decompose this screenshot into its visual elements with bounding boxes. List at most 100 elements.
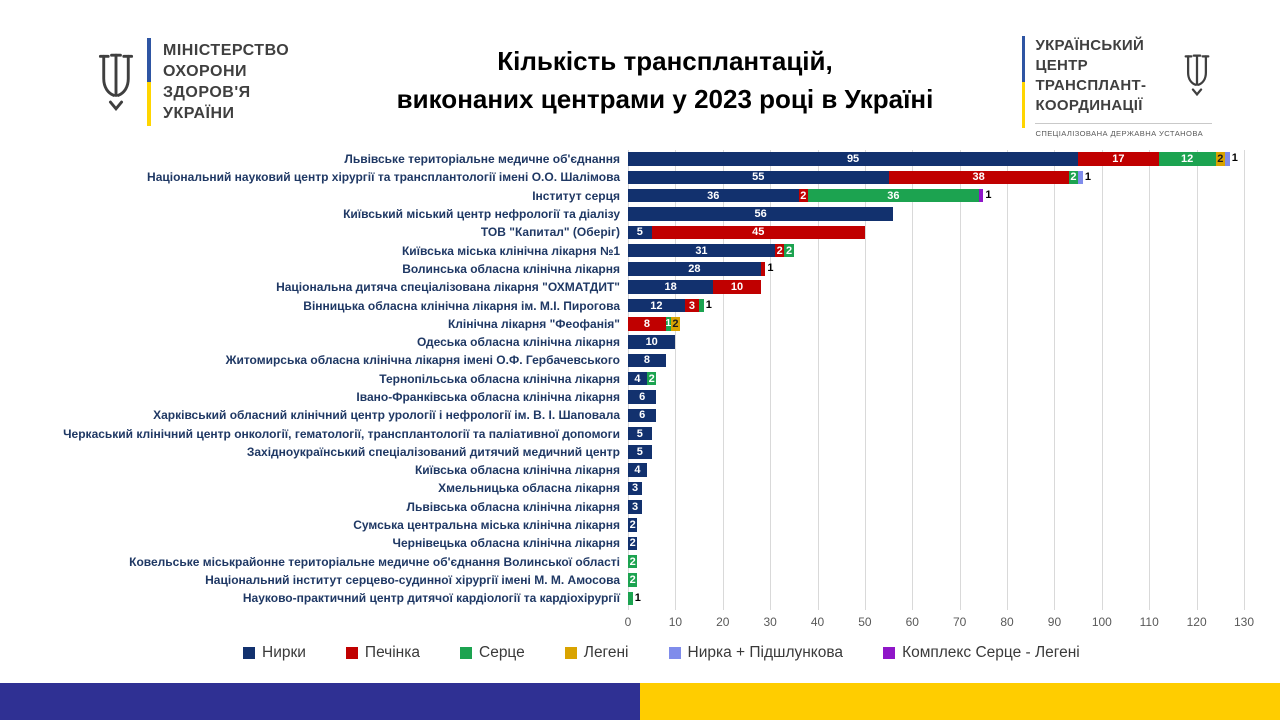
bar-segment-1: 10 <box>628 335 676 349</box>
bar-track: 6 <box>628 390 1244 404</box>
bar-row: Київський міський центр нефрології та ді… <box>0 205 1280 223</box>
bar-segment-1: 55 <box>628 170 889 185</box>
bar-track: 56 <box>628 207 1244 221</box>
bar-row: Львівське територіальне медичне об'єднан… <box>0 150 1280 168</box>
bar-row: Національний інститут серцево-судинної х… <box>0 571 1280 589</box>
category-label-text: Науково-практичний центр дитячої кардіол… <box>242 591 620 606</box>
bar-track: 18 10 <box>628 280 1244 294</box>
x-tick-label: 20 <box>716 615 730 629</box>
bar-segment-2: 17 <box>1078 152 1159 166</box>
category-label-text: Чернівецька обласна клінічна лікарня <box>392 536 620 551</box>
category-label: Західноукраїнський спеціалізований дитяч… <box>0 445 628 459</box>
category-label-text: Клінічна лікарня "Феофанія" <box>447 316 620 331</box>
bar-segment-1: 6 <box>628 408 657 423</box>
bar-segment-4: 2 <box>1215 152 1226 166</box>
flag-bar <box>147 38 151 126</box>
bar-track: 3 <box>628 481 1244 496</box>
category-label: Національний науковий центр хірургії та … <box>0 170 628 184</box>
bar-segment-1: 28 <box>628 262 761 276</box>
legend-swatch-icon <box>668 647 681 659</box>
legend-label: Комплекс Серце - Легені <box>902 644 1080 661</box>
legend-item-2: Печінка <box>345 644 420 662</box>
flag-bar <box>1022 36 1026 128</box>
category-label-text: Вінницька обласна клінічна лікарня ім. М… <box>303 298 620 313</box>
trident-icon <box>98 53 134 111</box>
bar-segment-2 <box>760 262 766 276</box>
bar-value-outside: 1 <box>985 188 992 201</box>
chart-legend: Нирки Печінка Серце Легені Нирка + Підшлунко… <box>243 644 1080 662</box>
bar-row: Чернівецька обласна клінічна лікарня 2 <box>0 534 1280 552</box>
gridline <box>1007 150 1009 610</box>
chart-title: Кількість трансплантацій, виконаних цент… <box>310 42 1020 118</box>
category-label-text: ТОВ "Капитал" (Оберіг) <box>480 225 620 240</box>
category-label-text: Хмельницька обласна лікарня <box>438 481 620 496</box>
category-label: Черкаський клінічний центр онкології, ге… <box>0 427 628 441</box>
bar-segment-1: 8 <box>628 353 666 368</box>
bar-segment-1: 56 <box>628 207 894 221</box>
bar-track: 4 <box>628 463 1244 477</box>
x-axis-ticks: 0 10 20 30 40 50 60 70 80 90 100 110 120 130 <box>625 615 1254 631</box>
x-tick-label: 80 <box>1000 615 1014 629</box>
bar-row: Хмельницька обласна лікарня 3 <box>0 479 1280 497</box>
bar-segment-1: 2 <box>628 536 638 551</box>
bar-segment-2: 8 <box>628 317 666 331</box>
legend-swatch-icon <box>243 647 255 659</box>
bar-row: Київська міська клінічна лікарня №1 31 2 2 <box>0 241 1280 259</box>
x-tick-label: 30 <box>763 615 777 629</box>
title-line-1: Кількість трансплантацій, <box>497 46 833 76</box>
bar-segment-1: 5 <box>628 426 652 441</box>
bar-segment-2: 2 <box>774 243 785 258</box>
category-label-text: Ковельське міськрайонне територіальне ме… <box>129 554 620 569</box>
category-label-text: Київська міська клінічна лікарня №1 <box>401 243 620 258</box>
x-tick-label: 100 <box>1091 615 1112 629</box>
bar-row: Волинська обласна клінічна лікарня 28 1 <box>0 260 1280 278</box>
bar-segment-3: 36 <box>808 188 979 203</box>
moh-line: ОХОРОНИ <box>163 63 247 80</box>
category-label-text: Тернопільська обласна клінічна лікарня <box>379 371 620 386</box>
bar-segment-2: 2 <box>798 188 809 203</box>
moh-line: УКРАЇНИ <box>163 105 235 122</box>
bar-track: 8 <box>628 353 1244 368</box>
bar-row: Житомирська обласна клінічна лікарня іме… <box>0 351 1280 369</box>
bar-track: 5 <box>628 426 1244 441</box>
bar-track: 1 <box>628 591 1244 606</box>
bar-value-outside: 1 <box>634 591 641 604</box>
bar-segment-3 <box>699 298 704 313</box>
category-label: Київська обласна клінічна лікарня <box>0 463 628 477</box>
x-tick-label: 120 <box>1186 615 1207 629</box>
legend-item-4: Легені <box>564 644 629 662</box>
bar-track: 55 38 2 1 <box>628 170 1244 185</box>
moh-line: ЗДОРОВ'Я <box>163 84 251 101</box>
bar-track: 31 2 2 <box>628 243 1244 258</box>
category-label-text: Івано-Франківська обласна клінічна лікар… <box>356 390 620 404</box>
x-tick-label: 110 <box>1139 615 1159 629</box>
bar-row: Харківський обласний клінічний центр уро… <box>0 406 1280 424</box>
category-label: Житомирська обласна клінічна лікарня іме… <box>0 353 628 367</box>
bar-segment-1: 5 <box>628 225 652 240</box>
x-tick-label: 130 <box>1233 615 1255 629</box>
bar-track: 2 <box>628 536 1244 551</box>
bar-segment-1: 5 <box>628 445 652 459</box>
category-label-text: Київський міський центр нефрології та ді… <box>343 207 620 222</box>
legend-swatch-icon <box>883 647 896 659</box>
footer-blue-stripe <box>0 683 640 720</box>
bar-track: 36 2 36 1 <box>628 188 1244 203</box>
gridline <box>1149 150 1151 610</box>
bar-row: Ковельське міськрайонне територіальне ме… <box>0 553 1280 571</box>
moh-line: МІНІСТЕРСТВО <box>163 42 290 59</box>
bar-segment-2: 10 <box>713 280 761 294</box>
bar-track: 28 1 <box>628 262 1244 276</box>
footer-yellow-stripe <box>640 683 1280 720</box>
bar-segment-1: 12 <box>628 298 685 313</box>
moh-logo-text: МІНІСТЕРСТВО ОХОРОНИ ЗДОРОВ'Я УКРАЇНИ <box>163 40 289 124</box>
x-tick-label: 90 <box>1047 615 1062 629</box>
category-label: Інститут серця <box>0 189 628 203</box>
x-tick-label: 50 <box>858 615 872 629</box>
bar-row: ТОВ "Капитал" (Оберіг) 5 45 <box>0 223 1280 241</box>
category-label: Київська міська клінічна лікарня №1 <box>0 244 628 258</box>
legend-swatch-icon <box>345 647 358 659</box>
bar-row: Черкаський клінічний центр онкології, ге… <box>0 424 1280 442</box>
bar-track: 5 45 <box>628 225 1244 240</box>
bar-value-outside: 1 <box>1084 170 1091 183</box>
